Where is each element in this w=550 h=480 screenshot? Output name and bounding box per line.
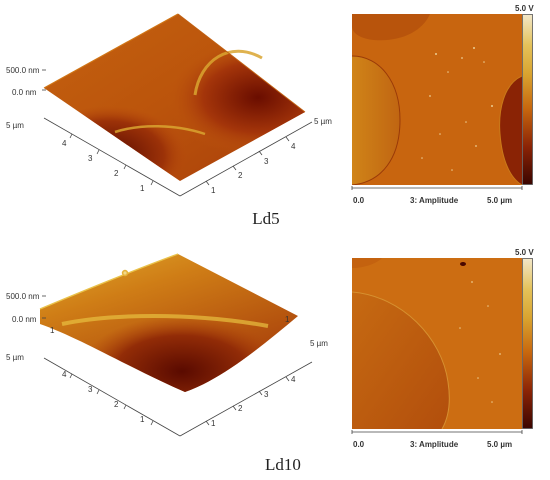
ld5-3d-surface-plot: 500.0 nm 0.0 nm 5 µm 4 3 2 1 5 µm 4 3 2 … xyxy=(6,13,332,197)
ld5-scale-max-label: 5.0 V xyxy=(515,4,534,13)
ld10-scale-max-label: 5.0 V xyxy=(515,248,534,257)
ld5-axis-a-tick: 2 xyxy=(114,169,119,178)
ld5-z-scale-label: 500.0 nm xyxy=(6,66,40,75)
ld10-axis-b-tick: 1 xyxy=(285,315,290,324)
ld10-axis-b-tick: 2 xyxy=(238,404,243,413)
ld5-x-end-label: 5.0 µm xyxy=(487,196,512,205)
ld5-x-start-label: 0.0 xyxy=(353,196,365,205)
ld5-axis-a-tick: 3 xyxy=(88,154,93,163)
ld5-axis-a-tick: 1 xyxy=(140,184,145,193)
ld10-axis-b-tick: 3 xyxy=(264,390,269,399)
ld5-axis-b-tick: 1 xyxy=(211,186,216,195)
ld5-surface-sheet xyxy=(43,13,306,181)
ld10-scale-max-holder: 5.0 V xyxy=(515,248,534,257)
ld10-axes xyxy=(42,295,313,437)
ld10-axis-b-tick: 4 xyxy=(291,375,296,384)
ld5-axis-b-tick: 3 xyxy=(264,157,269,166)
ld10-axis-a-tick: 4 xyxy=(62,370,67,379)
ld10-panel: 500.0 nm 0.0 nm 1 5 µm 4 3 2 1 1 5 µm 4 … xyxy=(0,240,550,480)
ld10-z-scale-label: 500.0 nm xyxy=(6,292,40,301)
ld10-x-axis-bar: 0.0 3: Amplitude 5.0 µm xyxy=(351,430,523,449)
ld5-axis-a-label: 5 µm xyxy=(6,121,24,130)
ld5-x-axis-bar: 0.0 3: Amplitude 5.0 µm xyxy=(351,186,523,205)
ld10-axis-b-tick: 1 xyxy=(211,419,216,428)
ld10-axis-a-tick: 3 xyxy=(88,385,93,394)
ld5-axis-b-label: 5 µm xyxy=(314,117,332,126)
ld5-color-scale-bar xyxy=(522,14,533,185)
ld5-scale-max-holder: 5.0 V xyxy=(515,4,534,13)
ld5-caption: Ld5 xyxy=(252,209,280,228)
ld5-channel-label: 3: Amplitude xyxy=(410,196,459,205)
ld5-axis-b-tick: 4 xyxy=(291,142,296,151)
ld10-x-start-label: 0.0 xyxy=(353,440,365,449)
ld5-axes xyxy=(42,69,313,197)
ld5-amplitude-image xyxy=(352,14,522,185)
ld5-zero-label: 0.0 nm xyxy=(12,88,37,97)
ld5-panel: 500.0 nm 0.0 nm 5 µm 4 3 2 1 5 µm 4 3 2 … xyxy=(6,4,534,228)
ld10-channel-label: 3: Amplitude xyxy=(410,440,459,449)
ld10-x-end-label: 5.0 µm xyxy=(487,440,512,449)
ld5-axis-b-tick: 2 xyxy=(238,171,243,180)
ld10-axis-a-tick: 2 xyxy=(114,400,119,409)
ld10-axis-b-label: 5 µm xyxy=(310,339,328,348)
ld10-3d-surface-plot: 500.0 nm 0.0 nm 1 5 µm 4 3 2 1 1 5 µm 4 … xyxy=(6,253,328,437)
ld5-axis-a-tick: 4 xyxy=(62,139,67,148)
ld10-zero-label: 0.0 nm xyxy=(12,315,37,324)
ld10-axis-a-label: 5 µm xyxy=(6,353,24,362)
ld10-surface-sheet xyxy=(39,253,298,392)
ld10-caption: Ld10 xyxy=(265,455,301,474)
ld10-amplitude-image xyxy=(352,258,522,429)
ld10-color-scale-bar xyxy=(522,258,533,429)
ld10-axis-a-tick: 1 xyxy=(140,415,145,424)
ld10-axis-a-tick: 1 xyxy=(50,326,55,335)
